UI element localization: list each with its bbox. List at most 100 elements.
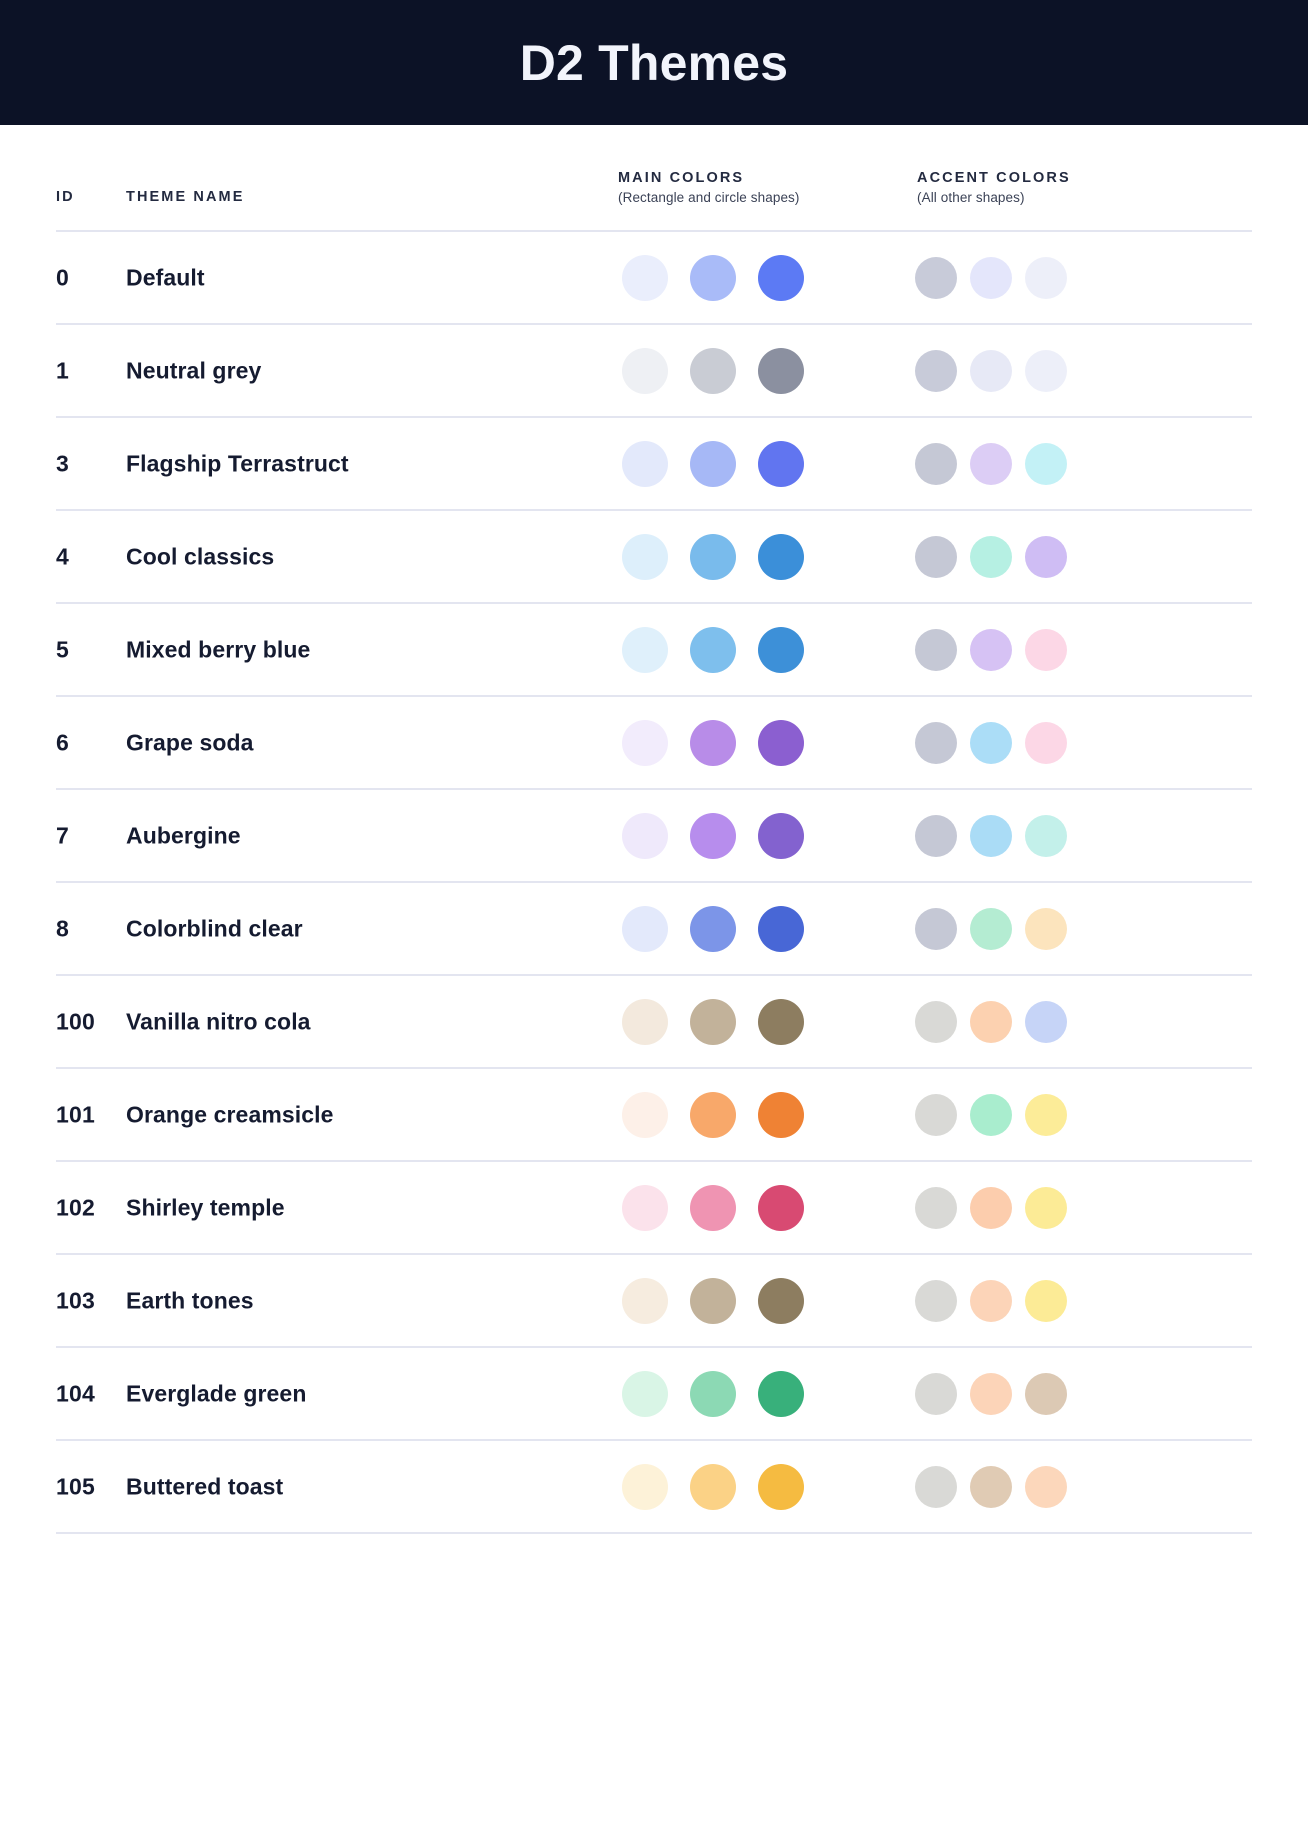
table-divider (56, 1067, 1252, 1069)
main-color-swatch (758, 254, 804, 301)
main-color-swatches (622, 998, 804, 1045)
main-color-swatch (690, 998, 736, 1045)
accent-color-swatch (970, 907, 1012, 950)
accent-color-swatch (970, 1186, 1012, 1229)
accent-color-swatch (970, 1465, 1012, 1508)
accent-color-swatches (915, 1372, 1067, 1415)
main-color-swatch (758, 1463, 804, 1510)
accent-color-swatch (915, 721, 957, 764)
accent-color-swatch (970, 256, 1012, 299)
accent-color-swatches (915, 1465, 1067, 1508)
table-row[interactable]: 6 Grape soda (56, 697, 1252, 788)
table-row[interactable]: 1 Neutral grey (56, 325, 1252, 416)
table-divider (56, 1439, 1252, 1441)
table-row[interactable]: 5 Mixed berry blue (56, 604, 1252, 695)
theme-id: 3 (56, 450, 69, 476)
theme-name: Buttered toast (126, 1473, 284, 1499)
theme-name: Orange creamsicle (126, 1101, 334, 1127)
accent-color-swatches (915, 256, 1067, 299)
main-color-swatch (758, 1184, 804, 1231)
accent-color-swatch (915, 535, 957, 578)
accent-color-swatch (915, 907, 957, 950)
column-header-main-colors: MAIN COLORS (Rectangle and circle shapes… (618, 170, 800, 206)
accent-color-swatch (970, 1093, 1012, 1136)
main-color-swatch (622, 1184, 668, 1231)
main-color-swatch (690, 626, 736, 673)
accent-color-swatch (1025, 535, 1067, 578)
accent-color-swatch (1025, 1372, 1067, 1415)
column-header-id-label: ID (56, 189, 75, 206)
table-row[interactable]: 105 Buttered toast (56, 1441, 1252, 1532)
table-divider (56, 1532, 1252, 1534)
column-header-theme-name: THEME NAME (126, 189, 244, 206)
table-row[interactable]: 102 Shirley temple (56, 1162, 1252, 1253)
table-row[interactable]: 103 Earth tones (56, 1255, 1252, 1346)
main-color-swatch (690, 1463, 736, 1510)
theme-name: Earth tones (126, 1287, 254, 1313)
theme-name: Cool classics (126, 543, 275, 569)
accent-color-swatches (915, 535, 1067, 578)
column-header-id: ID (56, 189, 75, 206)
accent-color-swatch (915, 1279, 957, 1322)
theme-id: 8 (56, 915, 69, 941)
main-color-swatch (622, 1277, 668, 1324)
table-divider (56, 974, 1252, 976)
accent-color-swatch (915, 349, 957, 392)
accent-color-swatch (970, 721, 1012, 764)
table-row[interactable]: 104 Everglade green (56, 1348, 1252, 1439)
main-color-swatch (758, 1370, 804, 1417)
theme-name: Aubergine (126, 822, 241, 848)
theme-name: Default (126, 264, 205, 290)
main-color-swatch (758, 533, 804, 580)
main-color-swatch (690, 1277, 736, 1324)
column-header-accent-colors-sublabel: (All other shapes) (917, 190, 1025, 206)
accent-color-swatch (915, 814, 957, 857)
accent-color-swatch (915, 1000, 957, 1043)
table-header-row: ID THEME NAME MAIN COLORS (Rectangle and… (56, 125, 1252, 230)
main-color-swatch (622, 812, 668, 859)
accent-color-swatch (915, 1372, 957, 1415)
accent-color-swatch (970, 442, 1012, 485)
main-color-swatches (622, 812, 804, 859)
accent-color-swatch (970, 535, 1012, 578)
accent-color-swatch (970, 814, 1012, 857)
table-row[interactable]: 4 Cool classics (56, 511, 1252, 602)
table-row[interactable]: 0 Default (56, 232, 1252, 323)
table-divider (56, 1346, 1252, 1348)
column-header-theme-name-label: THEME NAME (126, 189, 245, 206)
main-color-swatches (622, 254, 804, 301)
accent-color-swatch (1025, 1186, 1067, 1229)
theme-id: 0 (56, 264, 69, 290)
accent-color-swatch (970, 1000, 1012, 1043)
content-sheet: ID THEME NAME MAIN COLORS (Rectangle and… (0, 125, 1308, 1534)
table-row[interactable]: 101 Orange creamsicle (56, 1069, 1252, 1160)
theme-name: Flagship Terrastruct (126, 450, 349, 476)
main-color-swatch (758, 347, 804, 394)
theme-id: 1 (56, 357, 69, 383)
table-row[interactable]: 8 Colorblind clear (56, 883, 1252, 974)
accent-color-swatches (915, 1186, 1067, 1229)
accent-color-swatch (1025, 1093, 1067, 1136)
themes-table: ID THEME NAME MAIN COLORS (Rectangle and… (56, 125, 1252, 1534)
table-body: 0 Default 1 Neutral grey 3 Flagship Terrastru… (56, 230, 1252, 1534)
table-row[interactable]: 100 Vanilla nitro cola (56, 976, 1252, 1067)
theme-name: Shirley temple (126, 1194, 285, 1220)
theme-name: Grape soda (126, 729, 254, 755)
accent-color-swatches (915, 1279, 1067, 1322)
main-color-swatches (622, 1370, 804, 1417)
table-row[interactable]: 7 Aubergine (56, 790, 1252, 881)
accent-color-swatch (915, 442, 957, 485)
accent-color-swatch (915, 256, 957, 299)
table-row[interactable]: 3 Flagship Terrastruct (56, 418, 1252, 509)
main-color-swatch (758, 812, 804, 859)
theme-id: 7 (56, 822, 69, 848)
accent-color-swatches (915, 442, 1067, 485)
main-color-swatches (622, 626, 804, 673)
main-color-swatch (622, 533, 668, 580)
table-divider (56, 695, 1252, 697)
accent-color-swatches (915, 907, 1067, 950)
accent-color-swatches (915, 721, 1067, 764)
accent-color-swatch (1025, 628, 1067, 671)
accent-color-swatch (1025, 442, 1067, 485)
main-color-swatch (690, 440, 736, 487)
